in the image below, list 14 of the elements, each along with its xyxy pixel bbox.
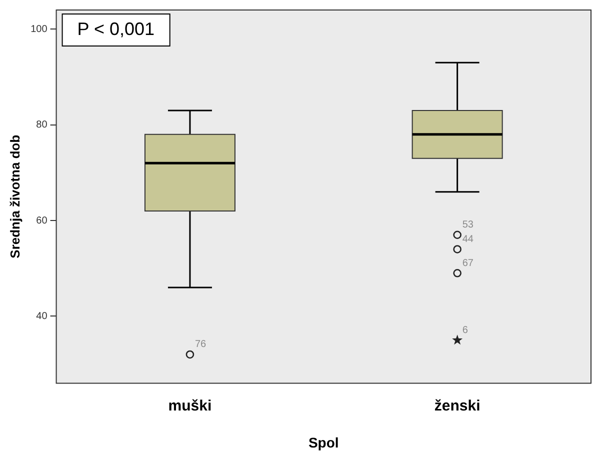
annotation: 67 — [462, 258, 474, 269]
y-tick-label: 40 — [36, 310, 48, 322]
x-tick-label: muški — [168, 397, 212, 414]
annotation: 44 — [462, 234, 474, 245]
x-tick-label: ženski — [434, 397, 480, 414]
y-tick-label: 60 — [36, 215, 48, 226]
annotation: P < 0,001 — [77, 18, 155, 39]
annotation: 6 — [462, 324, 468, 336]
y-tick-label: 80 — [36, 120, 48, 131]
x-axis-title: Spol — [308, 434, 339, 450]
y-axis-title: Srednja životna dob — [7, 134, 22, 258]
annotation: 53 — [462, 220, 474, 231]
annotation: 76 — [194, 339, 207, 350]
y-tick-label: 100 — [30, 24, 48, 35]
